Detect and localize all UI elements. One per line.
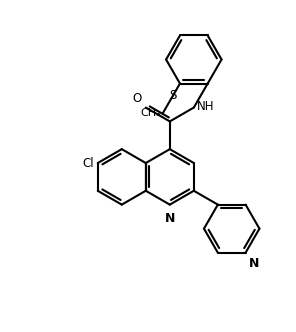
Text: O: O — [133, 92, 142, 105]
Text: CH₃: CH₃ — [140, 108, 161, 118]
Text: N: N — [165, 211, 175, 224]
Text: N: N — [249, 257, 259, 270]
Text: S: S — [169, 89, 177, 102]
Text: NH: NH — [197, 100, 214, 113]
Text: Cl: Cl — [82, 156, 94, 170]
